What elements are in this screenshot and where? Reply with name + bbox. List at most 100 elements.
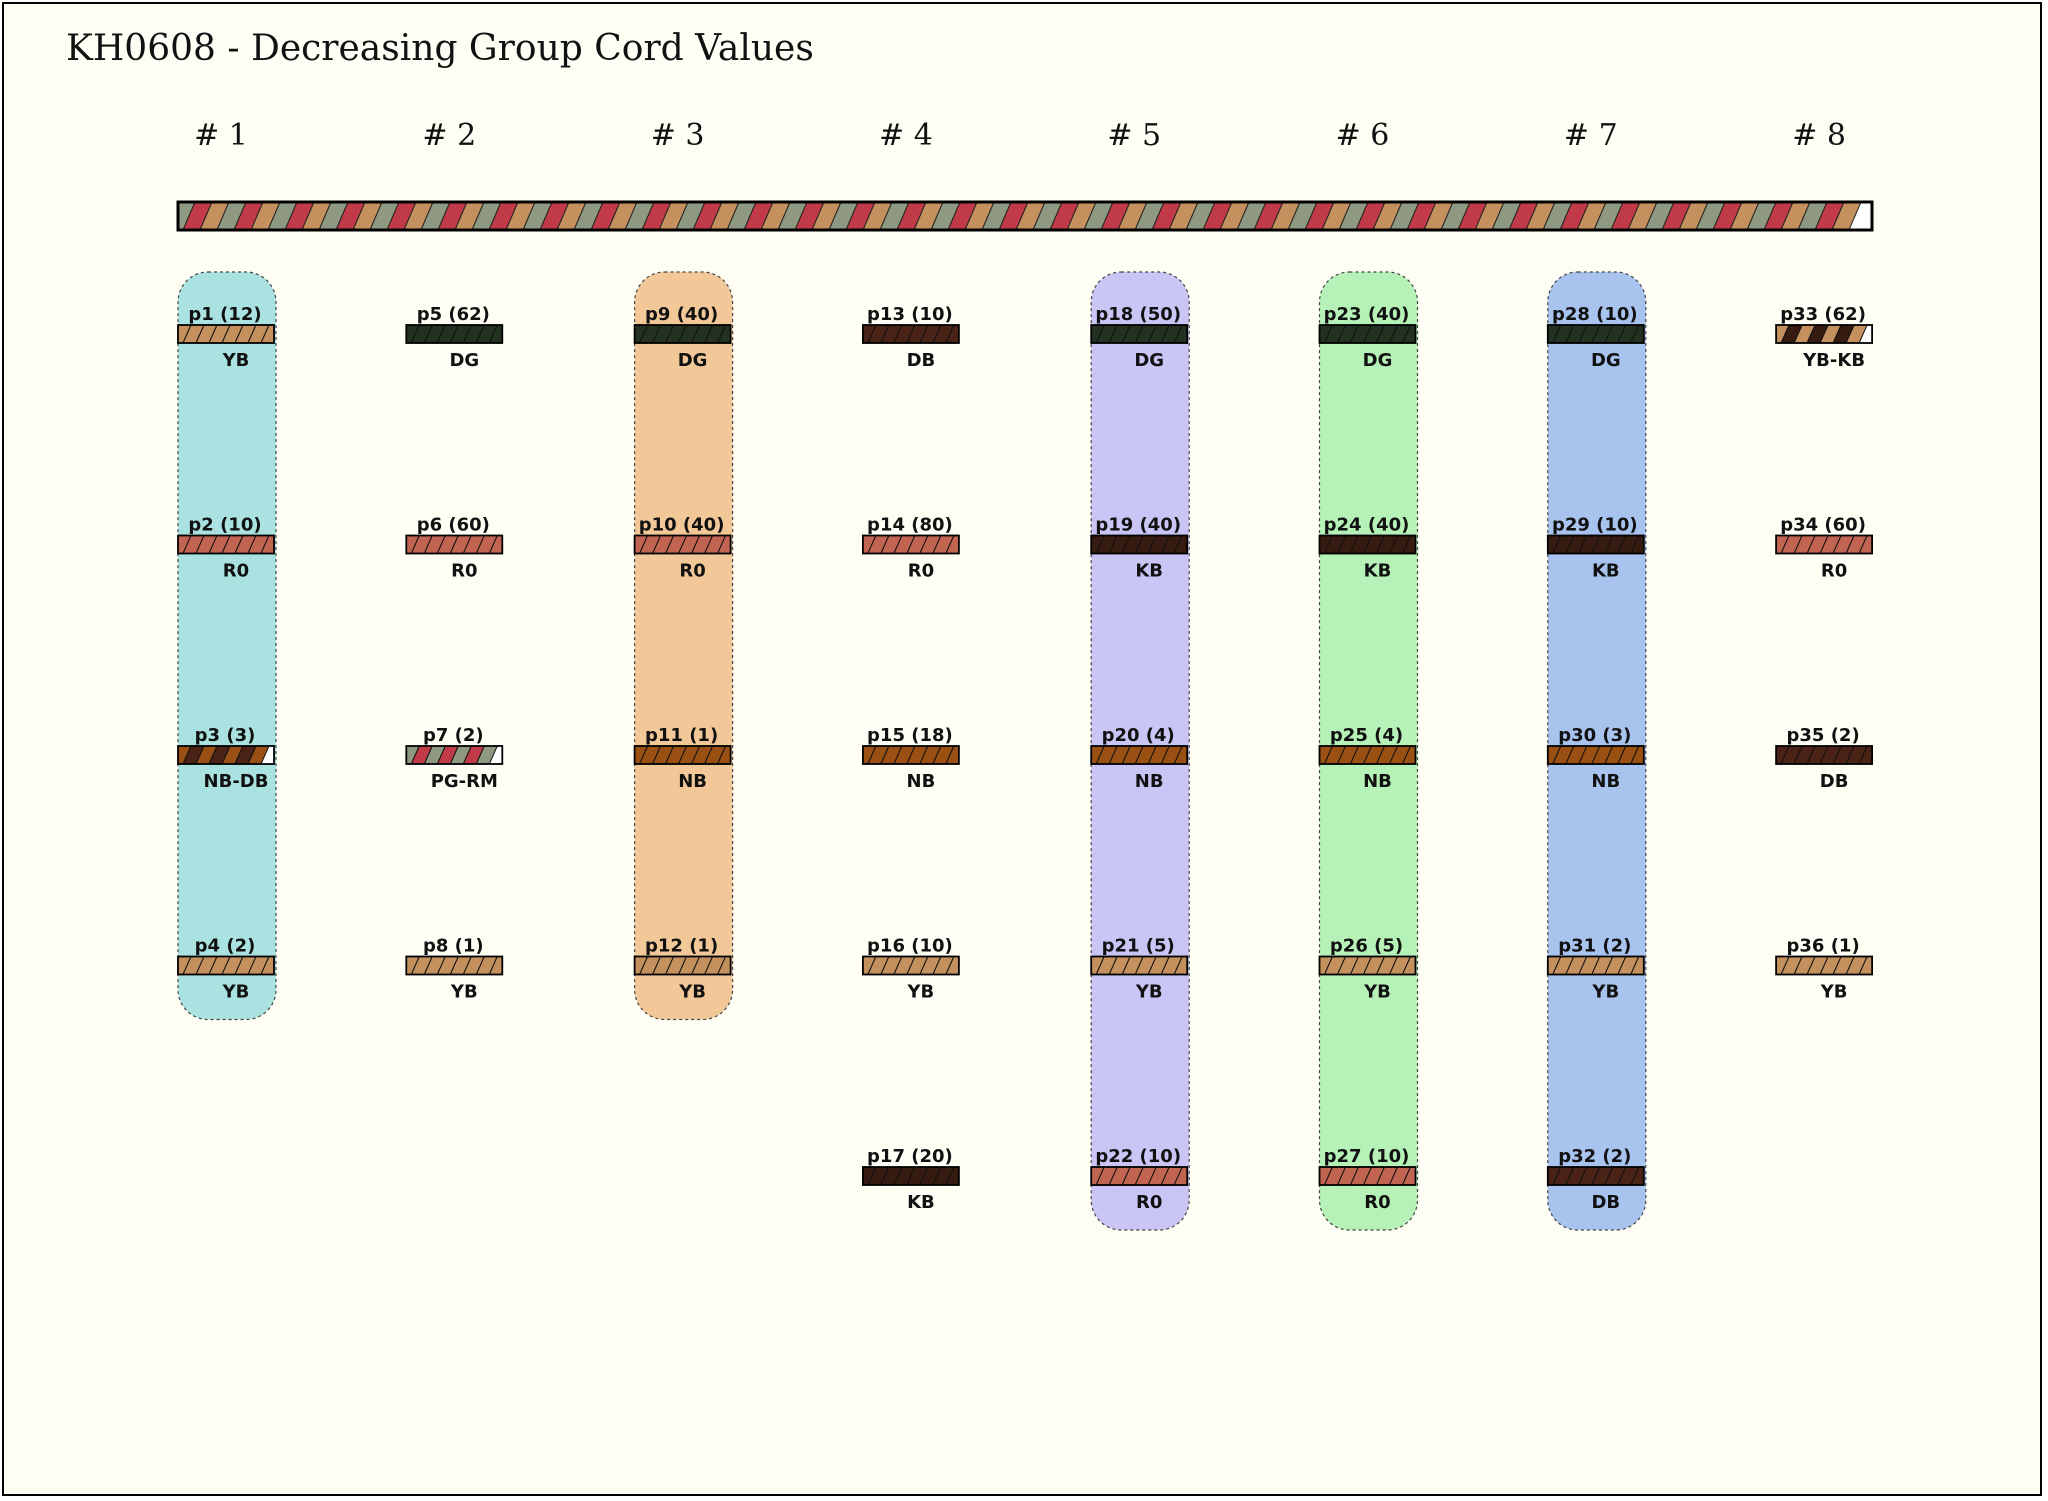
pendant-cord bbox=[862, 1166, 960, 1186]
group-label: # 7 bbox=[1564, 118, 1618, 153]
cord-color-label: KB bbox=[1592, 561, 1620, 582]
pendant-cord bbox=[862, 745, 960, 765]
cord-color-label: DG bbox=[449, 350, 479, 371]
cord-label: p25 (4) bbox=[1330, 725, 1403, 746]
cord-color-label: R0 bbox=[1136, 1192, 1162, 1213]
cord-label: p36 (1) bbox=[1787, 936, 1860, 957]
pendant-cord bbox=[405, 745, 504, 765]
pendant-cord bbox=[1775, 534, 1873, 555]
pendant-cord bbox=[1775, 745, 1873, 765]
cord-label: p3 (3) bbox=[195, 725, 256, 746]
pendant-cord bbox=[405, 955, 504, 976]
cord-color-label: NB bbox=[1135, 771, 1164, 792]
primary-cord bbox=[176, 200, 1874, 232]
pendant-cord bbox=[1090, 745, 1189, 765]
pendant-cord bbox=[862, 534, 960, 555]
cord-label: p12 (1) bbox=[645, 936, 718, 957]
cord-color-label: PG-RM bbox=[431, 771, 498, 792]
cord-color-label: YB bbox=[222, 982, 250, 1003]
cord-color-label: R0 bbox=[451, 561, 477, 582]
cord-color-label: NB bbox=[678, 771, 707, 792]
group-label: # 3 bbox=[651, 118, 705, 153]
pendant-cord bbox=[1090, 534, 1189, 555]
cord-label: p18 (50) bbox=[1095, 304, 1181, 325]
cord-label: p19 (40) bbox=[1095, 515, 1181, 536]
cord-color-label: YB bbox=[907, 982, 935, 1003]
cord-label: p35 (2) bbox=[1787, 725, 1860, 746]
cord-label: p1 (12) bbox=[188, 304, 261, 325]
group-highlight bbox=[633, 271, 734, 1021]
cord-color-label: R0 bbox=[679, 561, 705, 582]
cord-label: p10 (40) bbox=[639, 515, 725, 536]
page-title: KH0608 - Decreasing Group Cord Values bbox=[66, 28, 814, 69]
cord-color-label: YB bbox=[678, 982, 706, 1003]
pendant-cord bbox=[1318, 324, 1417, 344]
pendant-cord bbox=[862, 324, 960, 344]
cord-label: p8 (1) bbox=[423, 936, 484, 957]
cord-label: p33 (62) bbox=[1780, 304, 1866, 325]
cord-label: p22 (10) bbox=[1095, 1146, 1181, 1167]
group-label: # 2 bbox=[422, 118, 476, 153]
cord-label: p32 (2) bbox=[1558, 1146, 1631, 1167]
pendant-cord bbox=[1546, 1166, 1645, 1186]
cord-color-label: NB bbox=[907, 771, 936, 792]
pendant-cord bbox=[177, 745, 275, 765]
pendant-cord bbox=[633, 745, 732, 765]
cord-color-label: KB bbox=[1135, 561, 1163, 582]
cord-color-label: YB-KB bbox=[1802, 350, 1865, 371]
cord-label: p20 (4) bbox=[1102, 725, 1175, 746]
cord-color-label: YB bbox=[1363, 982, 1391, 1003]
cord-label: p15 (18) bbox=[867, 725, 953, 746]
cord-label: p5 (62) bbox=[417, 304, 490, 325]
pendant-cord bbox=[633, 955, 732, 976]
cord-label: p6 (60) bbox=[417, 515, 490, 536]
cord-color-label: KB bbox=[1364, 561, 1392, 582]
cord-color-label: DB bbox=[1591, 1192, 1620, 1213]
group-label: # 4 bbox=[879, 118, 933, 153]
pendant-cord bbox=[1318, 955, 1417, 976]
cord-color-label: KB bbox=[907, 1192, 935, 1213]
cord-color-label: DG bbox=[678, 350, 708, 371]
cord-color-label: YB bbox=[450, 982, 478, 1003]
cord-label: p7 (2) bbox=[423, 725, 484, 746]
cord-label: p24 (40) bbox=[1324, 515, 1410, 536]
pendant-cord bbox=[1318, 534, 1417, 555]
cord-color-label: YB bbox=[1591, 982, 1619, 1003]
cord-label: p30 (3) bbox=[1558, 725, 1631, 746]
cord-label: p27 (10) bbox=[1324, 1146, 1410, 1167]
pendant-cord bbox=[633, 324, 732, 344]
cord-color-label: NB bbox=[1591, 771, 1620, 792]
cord-color-label: DB bbox=[1820, 771, 1849, 792]
cord-label: p2 (10) bbox=[188, 515, 261, 536]
pendant-cord bbox=[1546, 324, 1645, 344]
pendant-cord bbox=[177, 534, 275, 555]
pendant-cord bbox=[633, 534, 732, 555]
pendant-cord bbox=[405, 324, 504, 344]
pendant-cord bbox=[1775, 955, 1873, 976]
cord-color-label: YB bbox=[1135, 982, 1163, 1003]
group-label: # 8 bbox=[1792, 118, 1846, 153]
pendant-cord bbox=[862, 955, 960, 976]
cord-label: p21 (5) bbox=[1102, 936, 1175, 957]
cord-color-label: DB bbox=[907, 350, 936, 371]
cord-label: p23 (40) bbox=[1324, 304, 1410, 325]
cord-label: p29 (10) bbox=[1552, 515, 1638, 536]
pendant-cord bbox=[1546, 534, 1645, 555]
cord-color-label: R0 bbox=[223, 561, 249, 582]
cord-color-label: R0 bbox=[1821, 561, 1847, 582]
group-label: # 5 bbox=[1107, 118, 1161, 153]
cord-label: p9 (40) bbox=[645, 304, 718, 325]
pendant-cord bbox=[1546, 955, 1645, 976]
cord-label: p13 (10) bbox=[867, 304, 953, 325]
cord-label: p14 (80) bbox=[867, 515, 953, 536]
pendant-cord bbox=[1090, 1166, 1189, 1186]
cord-color-label: DG bbox=[1591, 350, 1621, 371]
pendant-cord bbox=[1090, 324, 1189, 344]
cord-label: p16 (10) bbox=[867, 936, 953, 957]
pendant-cord bbox=[177, 324, 275, 344]
cord-color-label: NB bbox=[1363, 771, 1392, 792]
cord-label: p31 (2) bbox=[1558, 936, 1631, 957]
pendant-cord bbox=[177, 955, 275, 976]
